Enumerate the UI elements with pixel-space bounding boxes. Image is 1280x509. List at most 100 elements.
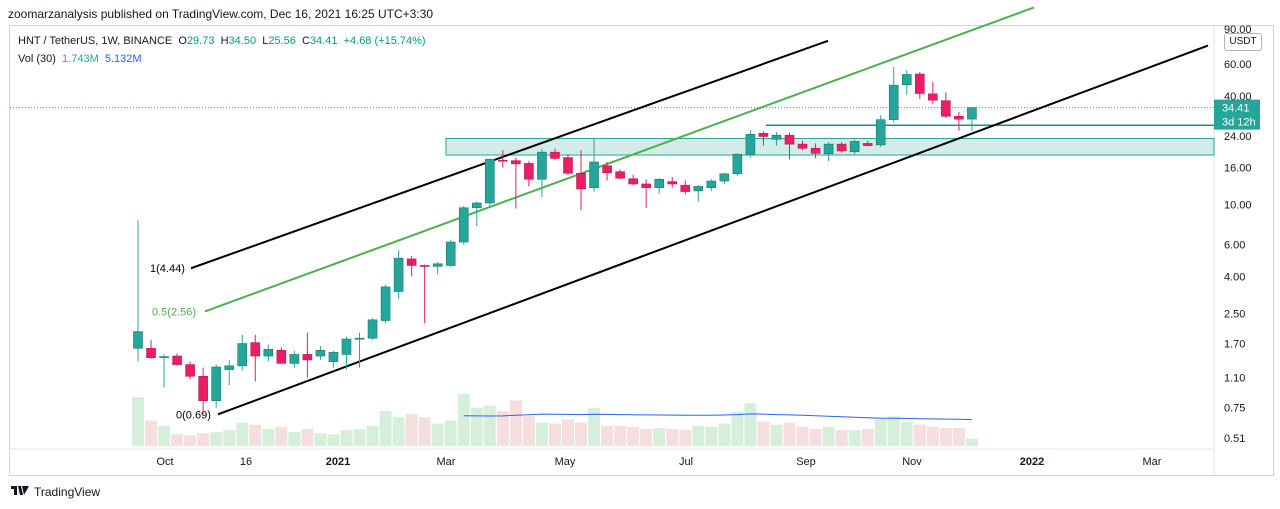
volume-bar [132, 397, 144, 446]
volume-bar [640, 429, 653, 446]
volume-bar [783, 422, 796, 446]
volume-bar [861, 429, 874, 446]
candle-body [954, 116, 964, 120]
volume-bar [301, 429, 314, 446]
symbol-legend: HNT / TetherUS, 1W, BINANCE O29.73 H34.5… [18, 35, 426, 47]
volume-bar [874, 419, 887, 446]
candle-body [328, 352, 339, 362]
volume-bar [614, 425, 627, 446]
candle-body [771, 134, 782, 140]
candle-body [602, 165, 612, 174]
volume-bar [327, 434, 340, 446]
candle-body [237, 343, 248, 367]
candle-body [445, 241, 456, 266]
channel-mid-line [204, 6, 1035, 313]
volume-bar [522, 416, 535, 446]
volume-bar [887, 416, 900, 446]
open-label: O [178, 35, 187, 47]
candle-body [146, 348, 156, 358]
volume-bar [809, 429, 822, 446]
high-label: H [220, 35, 229, 47]
candle-body [745, 133, 756, 155]
candle-body [680, 184, 691, 192]
volume-ma-line [463, 413, 972, 421]
volume-bar [262, 429, 275, 446]
time-tick-label: 2022 [1020, 456, 1044, 468]
price-tick-label: 16.00 [1224, 163, 1252, 175]
candle-body [211, 366, 221, 402]
volume-bar [223, 430, 236, 446]
price-tick-label: 1.70 [1224, 339, 1245, 351]
price-tick-label: 2.50 [1224, 308, 1245, 320]
volume-bar [835, 430, 848, 446]
candle-body [563, 157, 573, 174]
countdown-label: 3d 12h [1222, 117, 1256, 129]
volume-bar [340, 430, 353, 446]
time-tick-label: Jul [679, 456, 693, 468]
fib-level-label: 0(0.69) [176, 409, 211, 421]
time-tick-label: Nov [902, 456, 922, 468]
time-tick-label: May [555, 456, 576, 468]
last-price-label: 34.41 [1222, 103, 1250, 115]
volume-bar [926, 426, 939, 446]
candle-body [302, 354, 313, 361]
publisher-caption: zoomarzanalysis published on TradingView… [8, 7, 434, 21]
candle-body [667, 181, 678, 185]
candle-body [159, 356, 169, 358]
low-value: 25.56 [268, 35, 296, 47]
candle-body [875, 119, 886, 146]
volume-bar [171, 434, 184, 446]
volume-bar [822, 426, 835, 446]
candle-body [888, 84, 899, 120]
volume-bar [653, 427, 666, 446]
candle-body [849, 140, 860, 153]
time-tick-label: Mar [437, 456, 456, 468]
currency-button[interactable]: USDT [1224, 33, 1262, 51]
volume-bar [796, 426, 809, 446]
volume-bar [249, 424, 262, 446]
price-tick-label: 1.10 [1224, 373, 1245, 385]
fib-level-label: 0.5(2.56) [152, 306, 196, 318]
volume-bar [197, 433, 210, 446]
volume-bar [405, 414, 418, 446]
volume-ma-value: 5.132M [104, 53, 142, 65]
candle-body [276, 349, 287, 364]
close-value: 34.41 [309, 35, 338, 47]
candle-body [941, 100, 951, 117]
price-tick-label: 0.75 [1224, 403, 1245, 415]
volume-bar [679, 430, 692, 446]
candle-body [719, 173, 730, 182]
candle-body [550, 151, 560, 159]
time-tick-label: 16 [240, 456, 252, 468]
low-label: L [262, 35, 269, 47]
volume-bar [561, 419, 574, 446]
volume-value: 1.743M [62, 53, 99, 65]
candle-body [198, 375, 208, 402]
volume-bar [627, 426, 640, 446]
volume-bar [379, 410, 392, 446]
change-value: +4.68 (+15.74%) [343, 35, 426, 47]
volume-bar [913, 424, 926, 446]
candle-body [706, 180, 717, 188]
candle-body [914, 73, 925, 94]
candle-body [224, 365, 235, 370]
candle-body [263, 348, 274, 357]
time-tick-label: Oct [156, 456, 173, 468]
candle-body [823, 143, 834, 155]
candle-body [732, 153, 743, 175]
volume-bar [548, 423, 561, 446]
volume-bar [145, 420, 158, 446]
candle-body [380, 286, 391, 321]
volume-bar [210, 432, 223, 446]
high-value: 34.50 [228, 35, 257, 47]
chart-frame[interactable] [9, 25, 1274, 476]
candle-body [367, 319, 378, 339]
price-tick-label: 24.00 [1224, 131, 1252, 143]
volume-bar [158, 425, 171, 446]
volume-bar [288, 432, 301, 446]
volume-bar [692, 425, 705, 446]
open-value: 29.73 [186, 35, 215, 47]
candle-body [393, 257, 404, 292]
candle-body [810, 147, 821, 154]
